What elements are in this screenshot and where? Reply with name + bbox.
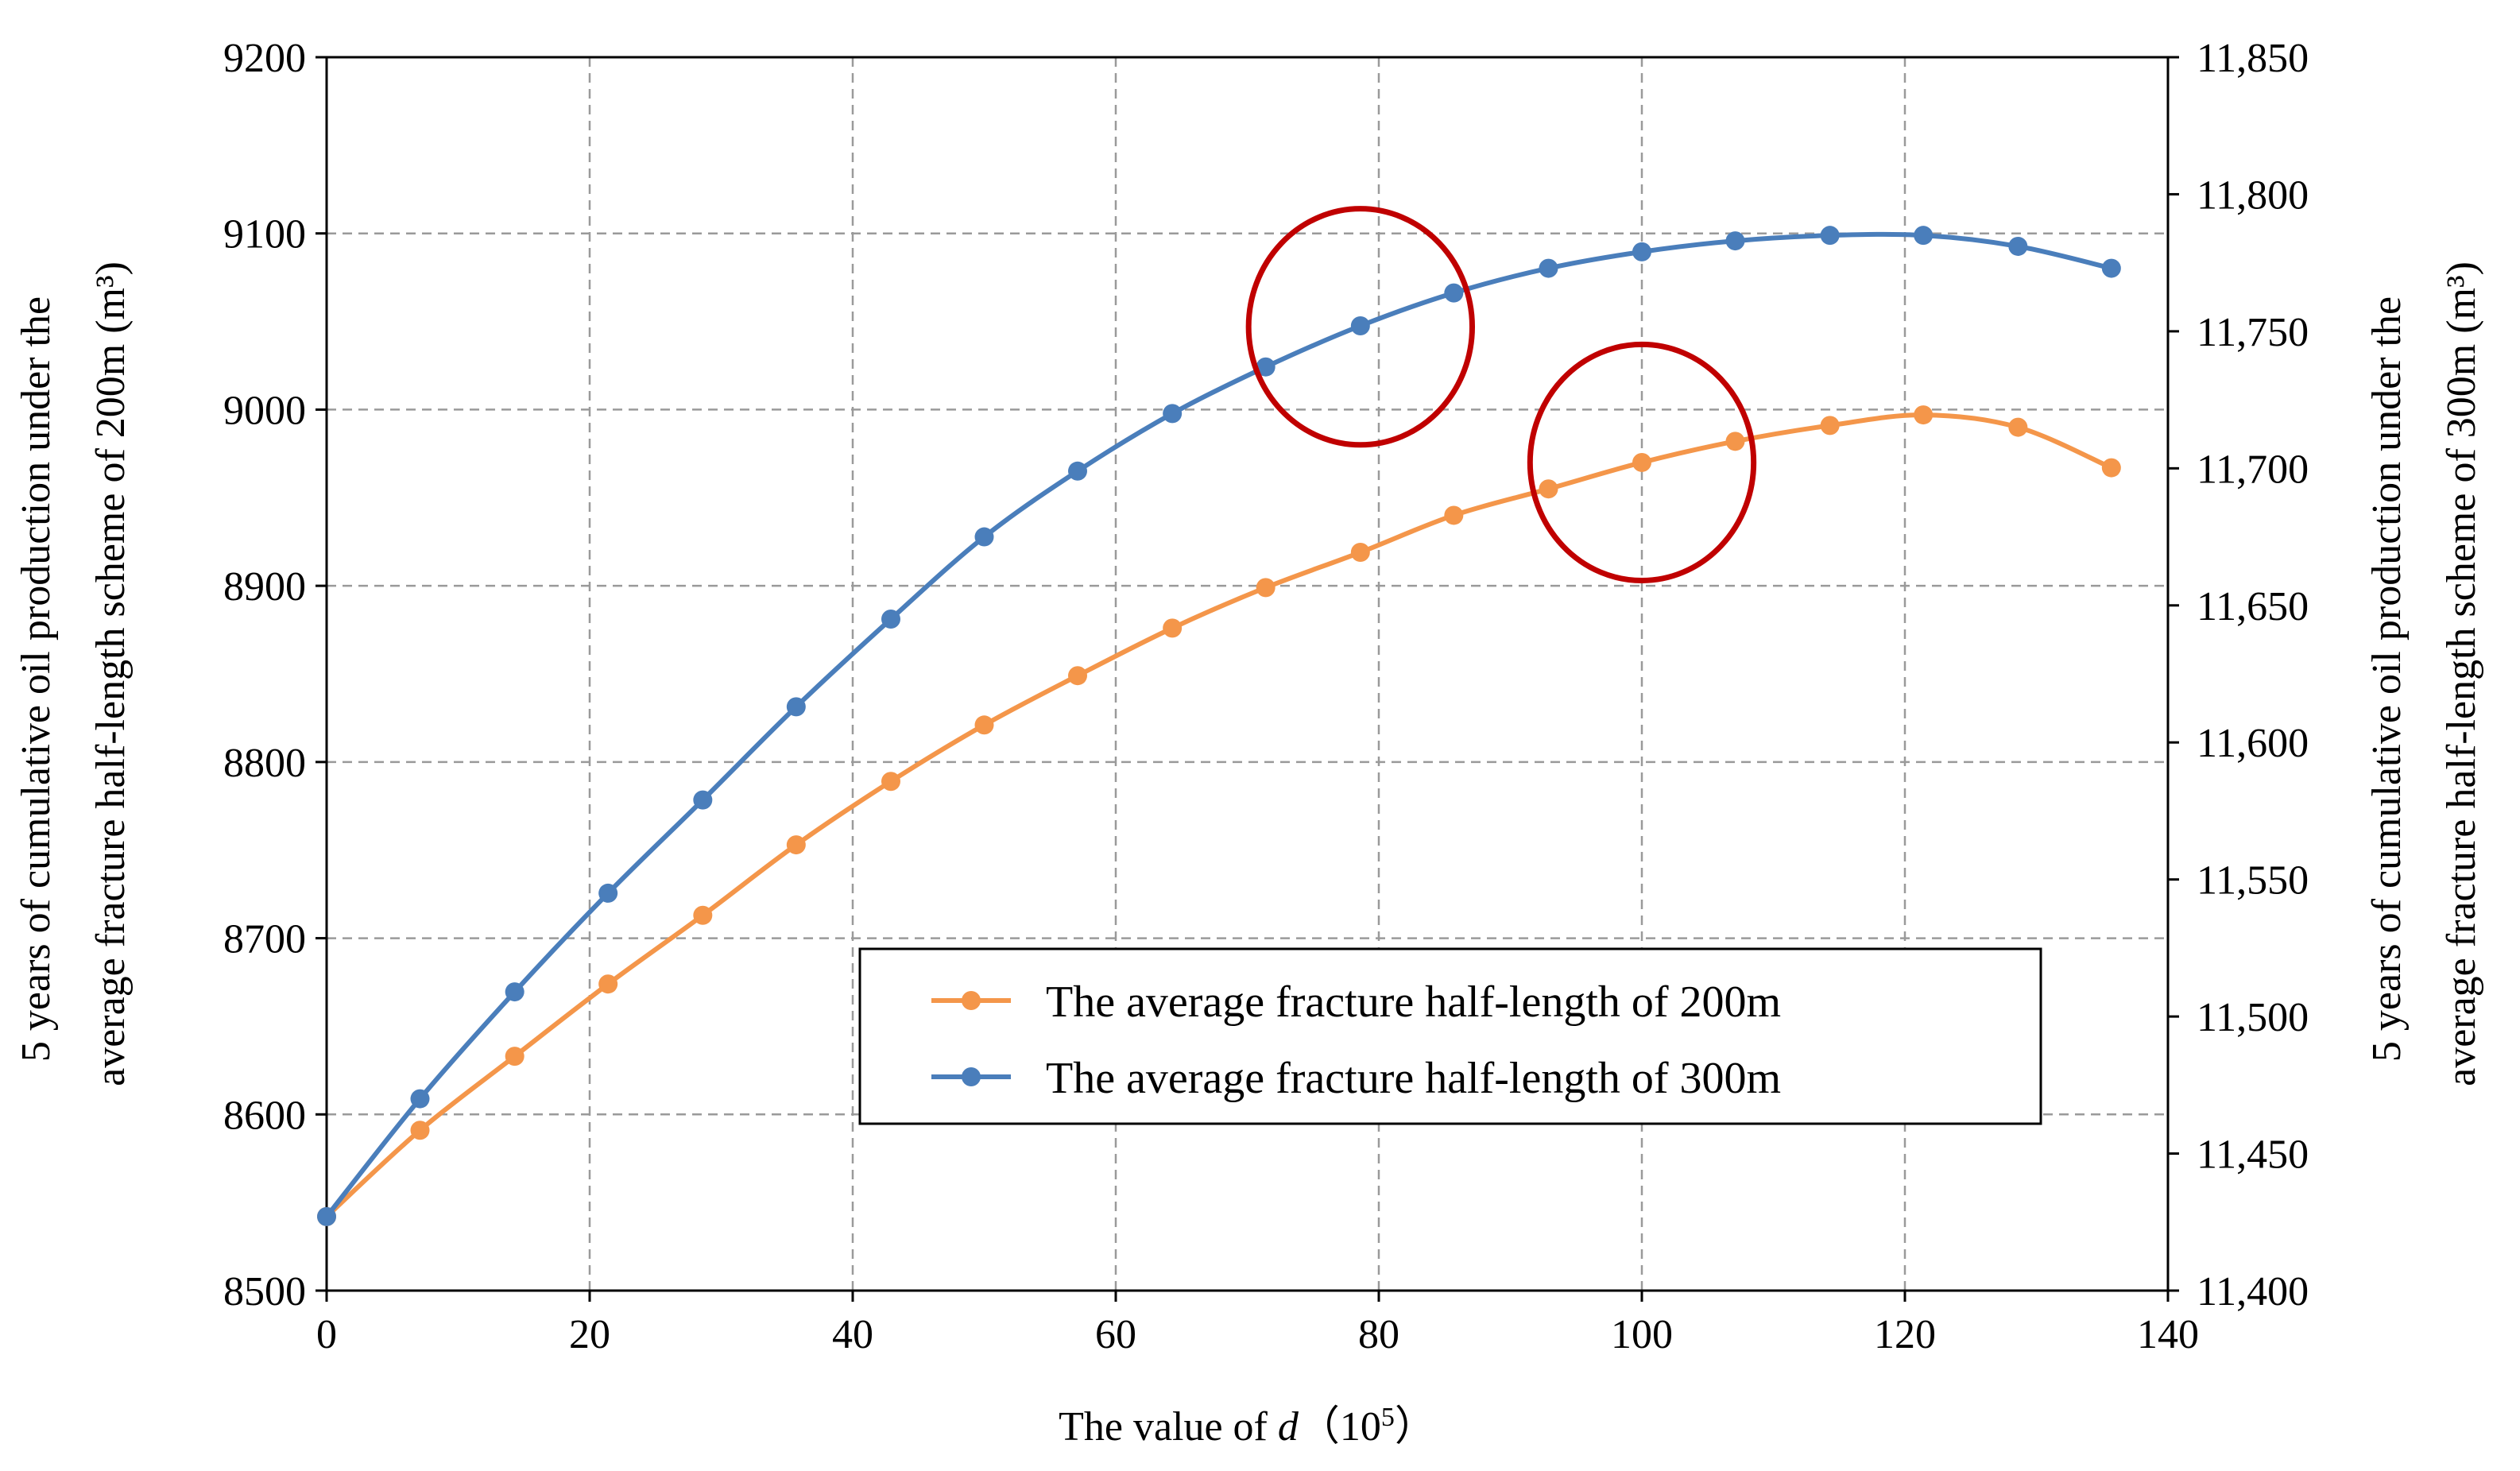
x-tick-label: 60 xyxy=(1095,1312,1136,1357)
data-point xyxy=(2101,458,2121,478)
data-point xyxy=(1725,432,1745,451)
x-title-prefix: The value of xyxy=(1059,1404,1278,1450)
y-left-tick-label: 8900 xyxy=(223,564,306,610)
data-point xyxy=(693,905,713,925)
x-title-unit-open: （10 xyxy=(1299,1404,1381,1450)
series-300m xyxy=(317,226,2121,1226)
x-title-unit-exp: 5 xyxy=(1381,1403,1395,1432)
data-point xyxy=(410,1121,430,1140)
legend-box xyxy=(858,947,2042,1125)
y-left-title-line-1: 5 years of cumulative oil production und… xyxy=(14,296,59,1062)
data-point xyxy=(1256,357,1275,377)
data-point xyxy=(1820,416,1840,435)
data-point xyxy=(693,790,713,810)
y-left-tick-label: 9100 xyxy=(223,212,306,257)
data-point xyxy=(1163,618,1183,638)
series-200m xyxy=(317,405,2121,1226)
data-point xyxy=(786,697,806,717)
data-point xyxy=(598,974,618,994)
data-point xyxy=(881,610,900,629)
data-point xyxy=(1539,258,1558,278)
data-point xyxy=(1914,405,1934,425)
data-point xyxy=(1350,543,1370,563)
data-point xyxy=(2008,236,2028,256)
data-point xyxy=(1632,452,1651,472)
y-left-tick-label: 8800 xyxy=(223,741,306,786)
legend-marker-200m xyxy=(962,991,981,1010)
y-right-tick-label: 11,400 xyxy=(2197,1269,2309,1314)
data-point xyxy=(1725,231,1745,251)
legend-item-200m: The average fracture half-length of 200m xyxy=(931,977,1781,1027)
data-point xyxy=(1444,283,1464,303)
data-point xyxy=(505,982,525,1002)
data-point xyxy=(1350,315,1370,335)
x-axis-ticks: 0 20 40 60 80 100 120 140 xyxy=(316,1291,2199,1357)
data-point xyxy=(1068,461,1088,481)
data-point xyxy=(1820,226,1840,246)
x-title-var: d xyxy=(1278,1404,1299,1450)
data-point xyxy=(317,1206,336,1226)
data-point xyxy=(1163,404,1183,424)
y-left-tick-label: 9000 xyxy=(223,388,306,433)
y-right-axis-ticks: 11,400 11,450 11,500 11,550 11,600 11,650 11,7… xyxy=(2168,36,2309,1314)
y-right-tick-label: 11,550 xyxy=(2197,858,2309,904)
x-tick-label: 140 xyxy=(2137,1312,2199,1357)
y-right-tick-label: 11,700 xyxy=(2197,447,2309,492)
legend-label-300m: The average fracture half-length of 300m xyxy=(1046,1054,1781,1103)
x-tick-label: 100 xyxy=(1611,1312,1673,1357)
data-point xyxy=(1914,226,1934,246)
y-right-title-line-2: average fracture half-length scheme of 3… xyxy=(2439,261,2484,1086)
data-point xyxy=(2101,258,2121,278)
y-left-tick-label: 8500 xyxy=(223,1269,306,1314)
y-left-tick-label: 9200 xyxy=(223,36,306,81)
data-point xyxy=(881,772,900,792)
data-point xyxy=(974,527,994,547)
legend: The average fracture half-length of 200m… xyxy=(858,947,2042,1125)
x-title-unit-close: ） xyxy=(1395,1404,1436,1450)
data-point xyxy=(786,835,806,855)
annotations xyxy=(1245,206,1757,583)
data-point xyxy=(1632,242,1651,261)
y-right-tick-label: 11,800 xyxy=(2197,172,2309,218)
legend-item-300m: The average fracture half-length of 300m xyxy=(931,1054,1781,1103)
data-point xyxy=(2008,417,2028,437)
x-tick-label: 80 xyxy=(1358,1312,1399,1357)
legend-label-200m: The average fracture half-length of 200m xyxy=(1046,977,1781,1027)
highlight-ellipse xyxy=(1527,341,1757,583)
data-point xyxy=(974,715,994,735)
x-tick-label: 0 xyxy=(316,1312,337,1357)
data-point xyxy=(505,1047,525,1066)
plot-frame xyxy=(325,56,2170,1292)
y-right-tick-label: 11,600 xyxy=(2197,721,2309,766)
data-point xyxy=(410,1089,430,1109)
x-tick-label: 20 xyxy=(569,1312,610,1357)
data-point xyxy=(1539,479,1558,499)
y-left-axis-title: 5 years of cumulative oil production und… xyxy=(14,261,134,1086)
y-right-tick-label: 11,750 xyxy=(2197,310,2309,355)
y-right-tick-label: 11,650 xyxy=(2197,584,2309,629)
y-right-axis-title: 5 years of cumulative oil production und… xyxy=(2364,261,2484,1086)
data-point xyxy=(598,883,618,903)
x-tick-label: 40 xyxy=(832,1312,873,1357)
y-left-title-line-2: average fracture half-length scheme of 2… xyxy=(88,261,134,1086)
data-point xyxy=(1068,666,1088,686)
series-group xyxy=(317,226,2121,1226)
x-tick-label: 120 xyxy=(1874,1312,1936,1357)
y-right-tick-label: 11,850 xyxy=(2197,36,2309,81)
data-point xyxy=(1444,505,1464,525)
highlight-ellipse xyxy=(1245,206,1476,448)
legend-marker-300m xyxy=(962,1067,981,1086)
y-right-title-line-1: 5 years of cumulative oil production und… xyxy=(2364,296,2410,1062)
y-right-tick-label: 11,500 xyxy=(2197,995,2309,1040)
y-left-axis-ticks: 8500 8600 8700 8800 8900 9000 9100 9200 xyxy=(223,36,327,1314)
x-axis-title: The value of d（105） xyxy=(1059,1403,1436,1450)
y-left-tick-label: 8700 xyxy=(223,917,306,962)
y-right-tick-label: 11,450 xyxy=(2197,1132,2309,1178)
y-left-tick-label: 8600 xyxy=(223,1093,306,1138)
data-point xyxy=(1256,578,1275,598)
